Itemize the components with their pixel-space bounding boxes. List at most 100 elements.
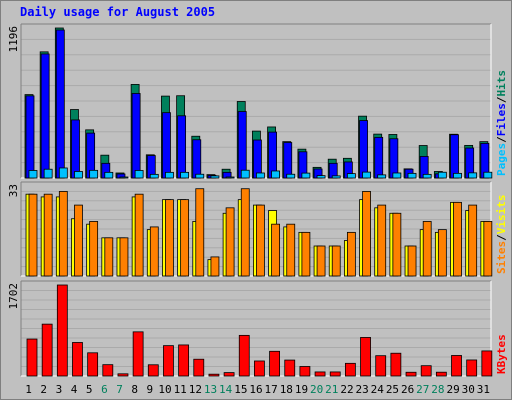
- sites-bar: [225, 207, 235, 277]
- kbytes-bar: [344, 362, 356, 377]
- kbytes-bar: [435, 371, 447, 377]
- sites-bar: [74, 204, 83, 277]
- sites-bar: [89, 221, 99, 277]
- sites-bar: [453, 201, 462, 277]
- x-tick-label: 9: [147, 383, 154, 396]
- files-bar: [359, 120, 368, 179]
- kbytes-bar: [56, 284, 68, 377]
- kbytes-bar: [375, 355, 387, 377]
- sites-bar: [165, 199, 174, 277]
- x-tick-label: 3: [56, 383, 63, 396]
- hits-files-pages-legend-part: Files: [495, 103, 508, 136]
- pages-bar: [134, 170, 144, 179]
- sites-bar: [301, 231, 311, 277]
- kbytes-bar: [481, 350, 493, 377]
- kbytes-bar: [329, 371, 341, 377]
- sites-bar: [43, 193, 53, 277]
- kbytes-bar: [299, 366, 311, 377]
- kbytes-bar: [41, 323, 53, 377]
- hits-files-pages-legend-part: Pages: [495, 143, 508, 176]
- sites-bar: [195, 188, 205, 277]
- pages-bar: [149, 173, 159, 179]
- sites-visits-legend-part: /: [495, 234, 508, 241]
- pages-bar: [346, 173, 356, 179]
- x-tick-label: 4: [71, 383, 78, 396]
- hits-files-pages-legend-part: /: [495, 96, 508, 103]
- x-tick-label: 11: [174, 383, 187, 396]
- pages-bar: [483, 171, 493, 179]
- pages-bar: [362, 171, 371, 179]
- x-tick-label: 30: [462, 383, 475, 396]
- pages-bar: [377, 174, 387, 179]
- pages-bar: [453, 172, 462, 179]
- x-tick-label: 7: [116, 383, 123, 396]
- files-bar: [253, 139, 262, 179]
- hits-files-pages-panel: [20, 23, 493, 179]
- kbytes-bar: [26, 338, 38, 377]
- files-bar: [177, 115, 187, 179]
- kbytes-bar: [163, 345, 174, 377]
- kbytes-bar: [420, 365, 432, 377]
- sites-bar: [362, 191, 371, 277]
- kbytes-ymax-label: 1702: [7, 283, 20, 310]
- x-tick-label: 20: [310, 383, 323, 396]
- sites-visits-ymax-label: 33: [7, 184, 20, 197]
- x-tick-label: 13: [204, 383, 217, 396]
- sites-bar: [331, 245, 341, 277]
- x-tick-label: 26: [401, 383, 414, 396]
- pages-bar: [240, 169, 250, 179]
- pages-bar: [210, 175, 220, 179]
- sites-visits-legend-part: Visits: [495, 195, 508, 235]
- files-bar: [389, 138, 399, 179]
- kbytes-bar: [314, 371, 326, 377]
- sites-bar: [58, 191, 68, 277]
- files-bar: [131, 93, 141, 179]
- pages-bar: [422, 173, 432, 179]
- pages-bar: [256, 172, 265, 179]
- pages-bar: [43, 168, 53, 179]
- pages-bar: [165, 171, 174, 179]
- pages-bar: [58, 167, 68, 179]
- sites-bar: [316, 245, 326, 277]
- x-tick-label: 23: [356, 383, 369, 396]
- hits-files-pages-legend-part: Hits: [495, 70, 508, 97]
- pages-bar: [74, 171, 83, 179]
- sites-bar: [377, 204, 387, 277]
- pages-bar: [89, 169, 99, 179]
- hits-files-pages-legend-part: /: [495, 136, 508, 143]
- kbytes-bar: [87, 352, 99, 377]
- kbytes-bar: [72, 342, 83, 377]
- x-tick-label: 22: [340, 383, 353, 396]
- sites-bar: [119, 237, 129, 277]
- kbytes-bar: [269, 350, 280, 377]
- sites-bar: [392, 212, 402, 277]
- pages-bar: [316, 175, 326, 179]
- x-tick-label: 21: [325, 383, 338, 396]
- chart-title: Daily usage for August 2005: [20, 5, 216, 19]
- sites-bar: [134, 193, 144, 277]
- pages-bar: [392, 172, 402, 179]
- pages-bar: [195, 173, 205, 179]
- sites-bar: [271, 223, 280, 277]
- sites-bar: [468, 204, 478, 277]
- sites-bar: [149, 226, 159, 277]
- sites-bar: [286, 223, 296, 277]
- files-bar: [192, 139, 202, 179]
- sites-visits-legend-part: Sites: [495, 241, 508, 274]
- pages-bar: [407, 172, 417, 179]
- x-tick-label: 1: [25, 383, 32, 396]
- sites-bar: [346, 231, 356, 277]
- sites-bar: [104, 237, 114, 277]
- kbytes-bar: [238, 334, 250, 377]
- kbytes-bar: [451, 355, 462, 377]
- files-bar: [25, 95, 35, 179]
- x-tick-label: 10: [158, 383, 171, 396]
- kbytes-legend: KBytes: [495, 334, 508, 374]
- kbytes-bar: [360, 337, 371, 377]
- files-bar: [283, 142, 293, 179]
- x-tick-label: 8: [131, 383, 138, 396]
- hits-files-pages-legend: Pages/Files/Hits: [495, 70, 508, 176]
- files-bar: [374, 136, 384, 179]
- kbytes-panel: [20, 280, 493, 377]
